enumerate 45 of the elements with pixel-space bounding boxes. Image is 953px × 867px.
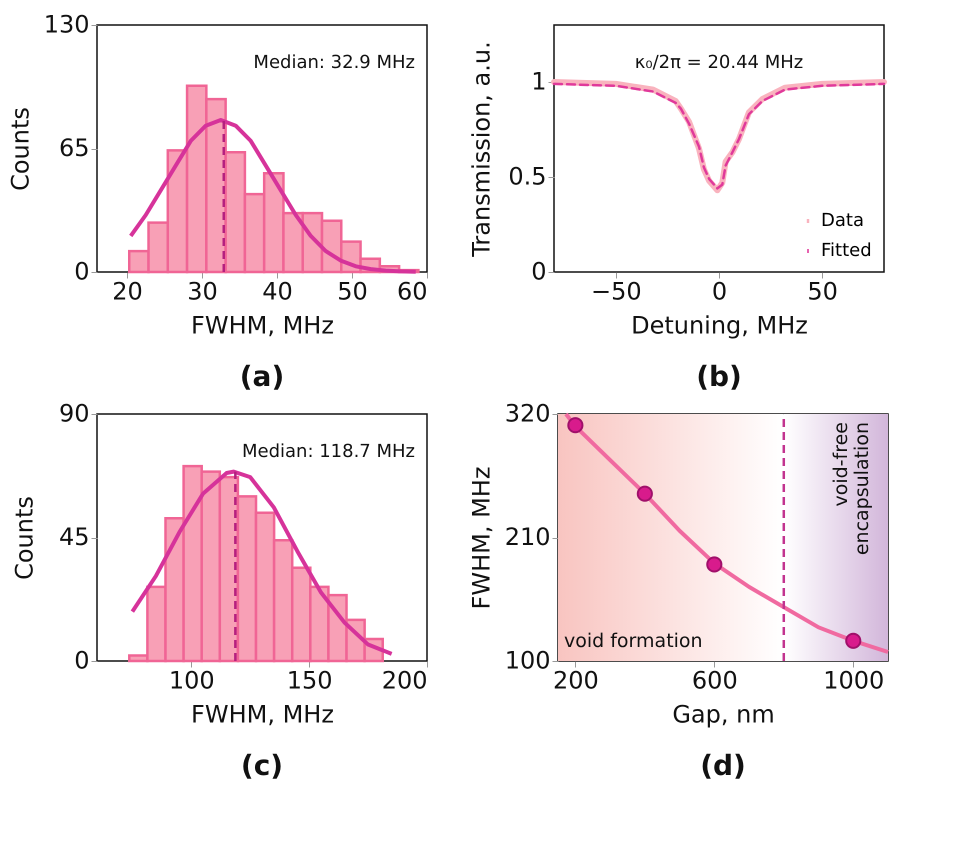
y-axis-title: Transmission, a.u. [468, 41, 496, 258]
x-tick-label: 40 [262, 278, 293, 306]
x-tick-label: 600 [692, 666, 738, 694]
legend-label: Data [821, 210, 864, 231]
y-tick-label: 45 [58, 523, 90, 551]
x-tick-label: 150 [286, 666, 333, 694]
x-axis-title: FWHM, MHz [191, 700, 334, 728]
x-tick-label: 60 [396, 278, 428, 306]
y-tick-label: 130 [44, 10, 90, 38]
annotation: κ₀/2π = 20.44 MHz [634, 52, 804, 73]
x-tick-label: 50 [807, 278, 838, 306]
x-tick-label: 30 [187, 278, 218, 306]
x-tick-label: 20 [112, 278, 143, 306]
y-tick-label: 0 [531, 258, 546, 286]
x-tick-label: 200 [382, 666, 428, 694]
legend-label: Fitted [821, 240, 872, 261]
x-axis-title: Detuning, MHz [631, 312, 808, 340]
x-tick-label: 1000 [823, 666, 884, 694]
text: (a) [240, 360, 284, 393]
y-tick-label: 320 [504, 400, 550, 428]
y-axis-title: FWHM, MHz [468, 466, 496, 610]
y-tick-label: 90 [58, 400, 90, 428]
text: (d) [700, 749, 746, 782]
x-tick-label: 200 [552, 666, 599, 694]
x-axis-title: FWHM, MHz [191, 312, 334, 340]
x-tick-label: 50 [337, 278, 368, 306]
x-tick-label: 0 [712, 278, 728, 306]
band-label: void-free encapsulation [830, 422, 873, 556]
text: (b) [696, 360, 742, 393]
y-axis-title: Counts [10, 496, 38, 580]
annotation: Median: 118.7 MHz [242, 441, 415, 462]
x-axis-title: Gap, nm [672, 700, 775, 728]
y-tick-label: 0 [74, 646, 90, 674]
x-tick-label: 100 [168, 666, 215, 694]
y-tick-label: 0.5 [508, 162, 546, 190]
y-tick-label: 65 [58, 134, 90, 162]
y-tick-label: 100 [504, 646, 550, 674]
y-tick-label: 210 [504, 523, 550, 551]
annotation: Median: 32.9 MHz [253, 52, 415, 73]
x-tick-label: −50 [591, 278, 642, 306]
text: (c) [240, 749, 284, 782]
y-tick-label: 0 [74, 258, 90, 286]
band-label: void formation [564, 630, 703, 652]
y-tick-label: 1 [531, 68, 546, 96]
y-axis-title: Counts [6, 107, 35, 191]
